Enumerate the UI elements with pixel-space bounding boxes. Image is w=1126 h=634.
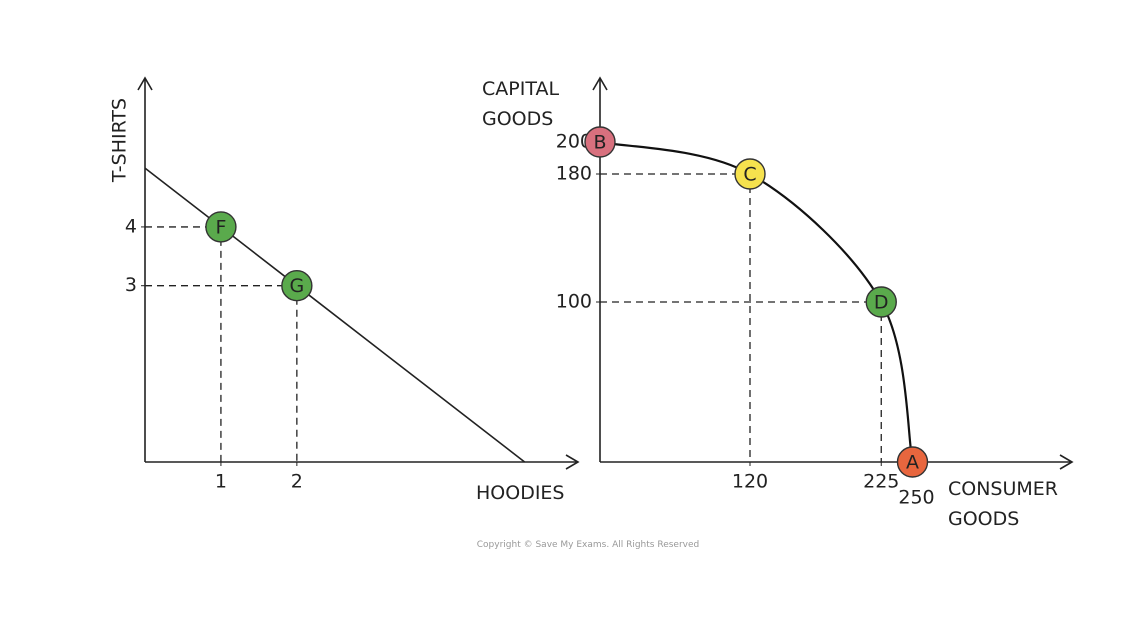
- point: [584, 126, 616, 158]
- copyright: Copyright © Save My Exams. All Rights Re…: [476, 540, 700, 550]
- data-line: [144, 167, 526, 463]
- y-axis-label: T-SHIRTS: [109, 98, 131, 183]
- x-tick-label: 225: [863, 471, 899, 493]
- y-tick-label: 3: [125, 274, 137, 296]
- axis-arrow: [137, 76, 153, 91]
- point: [205, 211, 237, 243]
- x-tick-label: 250: [898, 487, 934, 509]
- point: [281, 269, 313, 302]
- y-tick-label: 200: [556, 131, 592, 153]
- x-tick-label: 1: [215, 471, 227, 493]
- point-label: B: [593, 132, 606, 154]
- point: [865, 286, 897, 318]
- point-label: F: [215, 216, 226, 238]
- x-axis-label: HOODIES: [476, 482, 565, 504]
- point-label: G: [289, 275, 304, 297]
- point: [734, 158, 766, 190]
- axis-arrow: [1059, 454, 1074, 470]
- axis-arrow: [565, 454, 580, 470]
- axis-arrow: [592, 76, 608, 91]
- x-axis-label: CONSUMER GOODS: [948, 478, 1059, 530]
- x-tick-label: 120: [732, 471, 768, 493]
- y-axis-label: CAPITAL GOODS: [482, 78, 560, 130]
- point-label: C: [743, 164, 756, 186]
- y-tick-label: 100: [556, 291, 592, 313]
- point: [896, 446, 929, 478]
- y-tick-label: 4: [125, 215, 137, 237]
- point-label: A: [906, 452, 919, 474]
- point-label: D: [874, 292, 889, 314]
- data-curve: [599, 140, 914, 463]
- x-tick-label: 2: [291, 471, 303, 493]
- y-tick-label: 180: [556, 163, 592, 185]
